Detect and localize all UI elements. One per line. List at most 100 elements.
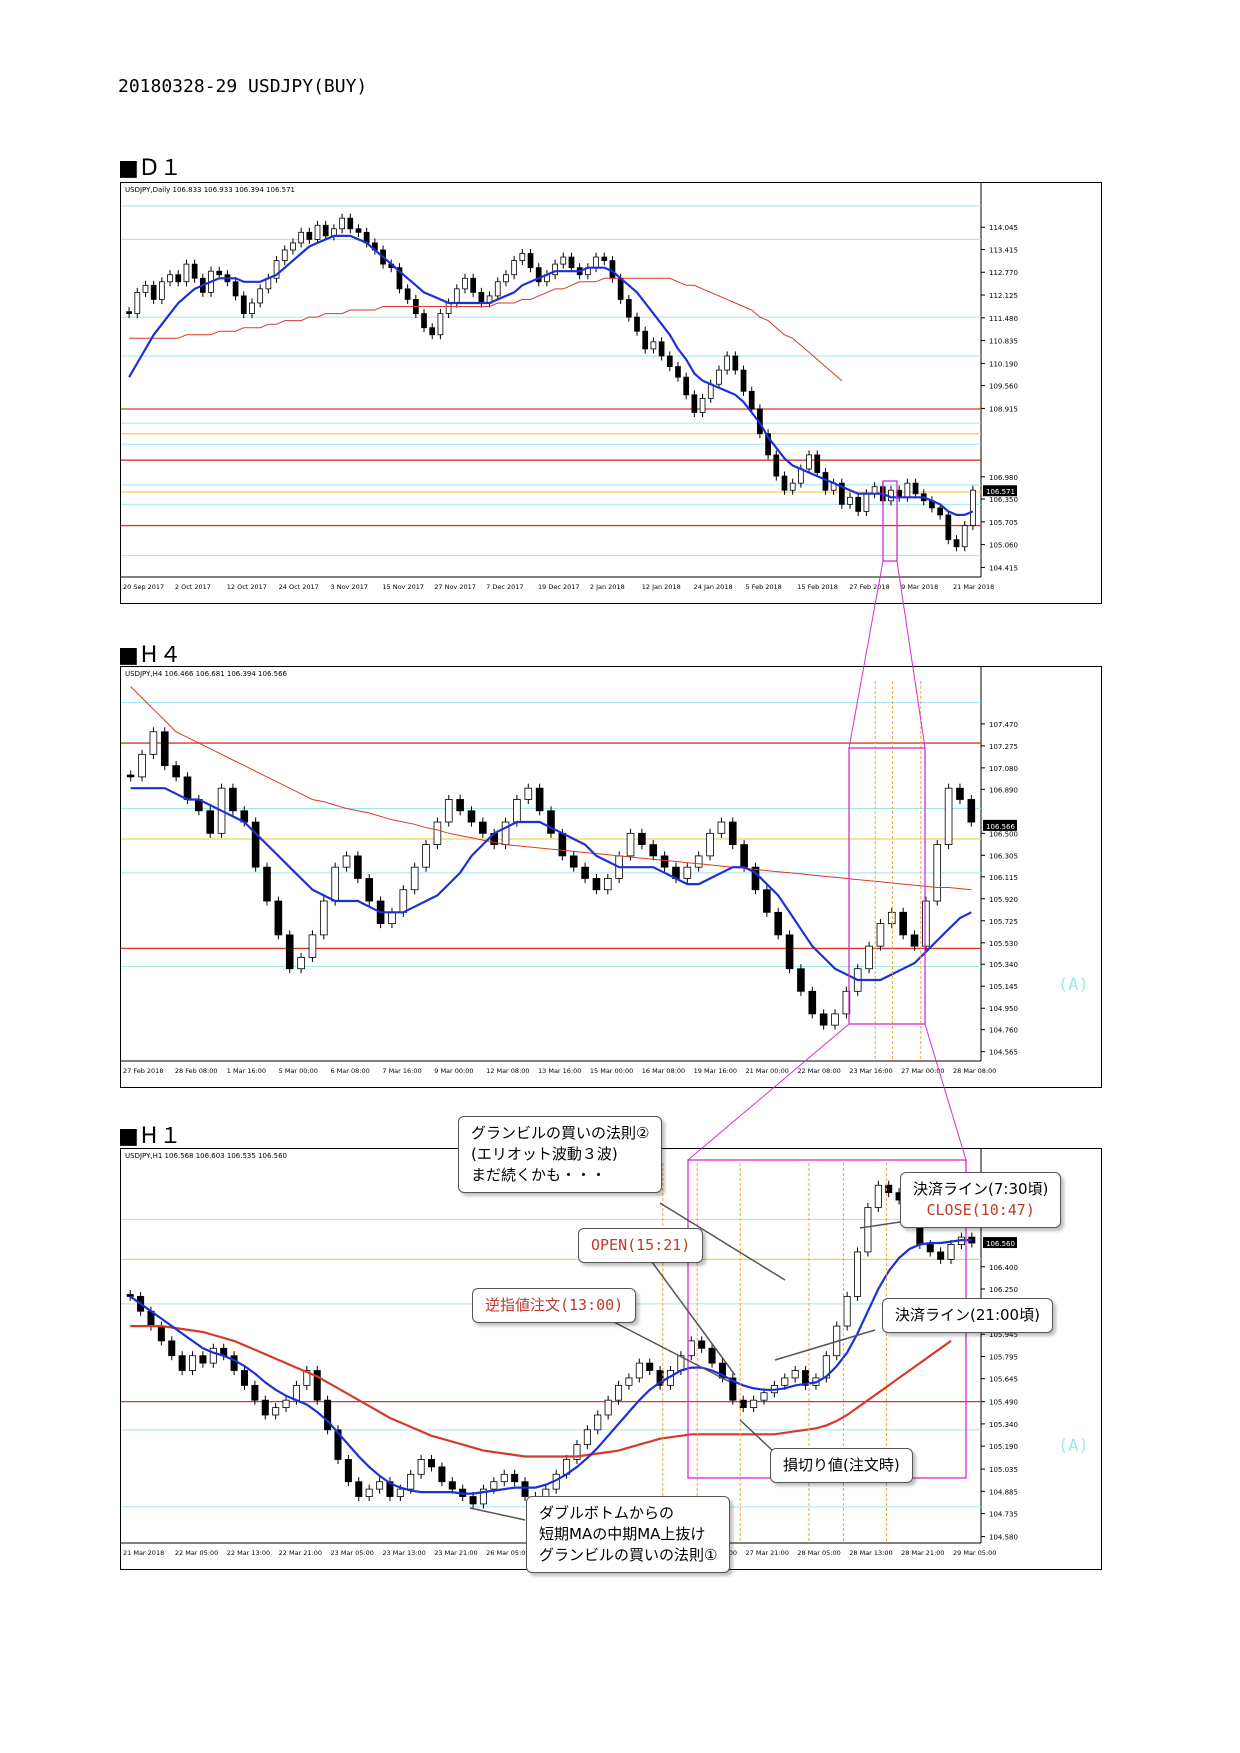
y-tick-label: 111.480 — [989, 315, 1018, 323]
x-tick-label: 1 Mar 16:00 — [227, 1067, 266, 1075]
x-tick-label: 27 Feb 2018 — [849, 583, 889, 591]
candle-body — [478, 291, 485, 304]
candle-body — [763, 889, 771, 913]
x-tick-label: 28 Mar 13:00 — [849, 1549, 892, 1557]
candle-body — [183, 263, 190, 283]
candle-body — [874, 1184, 882, 1208]
candle-body — [263, 866, 271, 902]
y-tick-label: 105.490 — [989, 1399, 1018, 1407]
candle-body — [216, 270, 223, 276]
candle-body — [698, 1340, 706, 1349]
candle-body — [396, 267, 403, 290]
y-tick-label: 104.580 — [989, 1534, 1018, 1542]
y-tick-label: 106.305 — [989, 852, 1018, 860]
candle-body — [240, 1370, 249, 1386]
candle-body — [249, 302, 255, 314]
y-tick-label: 104.885 — [989, 1488, 1018, 1496]
candle-body — [604, 1399, 612, 1416]
candle-body — [334, 1429, 342, 1460]
candle-body — [365, 878, 374, 902]
candle-body — [683, 376, 690, 396]
y-tick-label: 105.530 — [989, 940, 1018, 948]
candle-body — [167, 274, 173, 283]
candle-body — [407, 1473, 415, 1490]
candle-body — [603, 878, 612, 891]
candle-body — [760, 1392, 768, 1401]
candle-body — [687, 1340, 695, 1357]
candle-body — [791, 1370, 799, 1379]
candle-body — [910, 934, 919, 947]
candle-body — [650, 341, 657, 350]
candle-body — [970, 489, 976, 526]
last-price-label: 106.571 — [986, 488, 1015, 496]
candle-body — [437, 313, 444, 336]
y-tick-label: 105.190 — [989, 1443, 1018, 1451]
candle-body — [272, 1407, 280, 1416]
x-tick-label: 28 Mar 05:00 — [797, 1549, 840, 1557]
candle-body — [751, 866, 760, 891]
candle-body — [904, 482, 911, 498]
candle-body — [175, 274, 182, 283]
candle-body — [956, 787, 964, 800]
candle-body — [634, 316, 640, 332]
candle-body — [308, 934, 317, 958]
candle-body — [438, 1466, 446, 1483]
x-tick-label: 23 Mar 13:00 — [382, 1549, 425, 1557]
candle-body — [298, 231, 304, 244]
y-tick-label: 106.350 — [989, 496, 1018, 504]
candle-body — [922, 900, 930, 947]
chart-h1-header: USDJPY,H1 106.568 106.603 106.535 106.56… — [125, 1152, 287, 1160]
x-tick-label: 21 Mar 2018 — [953, 583, 994, 591]
candle-body — [847, 496, 853, 505]
candle-body — [706, 832, 714, 857]
candle-body — [386, 1481, 394, 1497]
candle-body — [781, 1377, 789, 1386]
candle-body — [558, 832, 567, 857]
candle-body — [453, 288, 460, 304]
document-title: 20180328-29 USDJPY(BUY) — [118, 76, 368, 97]
candle-body — [635, 1362, 643, 1379]
candle-body — [732, 355, 739, 371]
moving-average-short — [128, 234, 974, 516]
callout-exit2: 決済ライン(21:00頃) — [882, 1298, 1053, 1333]
chart-d1-canvas: 114.045 113.415 112.770 112.125 111.480 110.8… — [121, 183, 1018, 591]
x-tick-label: 22 Mar 05:00 — [175, 1549, 218, 1557]
candle-body — [399, 889, 408, 913]
candle-body — [479, 1488, 487, 1505]
candle-body — [388, 911, 396, 924]
candle-body — [303, 1370, 311, 1386]
candle-body — [581, 866, 589, 879]
candle-body — [354, 855, 362, 879]
x-tick-label: 28 Mar 08:00 — [953, 1067, 996, 1075]
candle-body — [134, 291, 141, 314]
candle-body — [694, 855, 703, 868]
y-tick-label: 105.645 — [989, 1376, 1018, 1384]
y-tick-label: 109.560 — [989, 383, 1018, 391]
candle-body — [592, 878, 601, 891]
candle-body — [273, 260, 280, 279]
x-tick-label: 22 Mar 13:00 — [227, 1549, 270, 1557]
candle-body — [967, 799, 976, 823]
x-tick-label: 28 Feb 08:00 — [175, 1067, 218, 1075]
candle-body — [774, 911, 783, 936]
candle-body — [691, 394, 698, 413]
candle-body — [149, 731, 158, 755]
candle-body — [912, 482, 919, 495]
candle-body — [513, 799, 521, 823]
candle-body — [750, 1399, 758, 1408]
x-tick-label: 22 Mar 08:00 — [797, 1067, 840, 1075]
candle-body — [953, 539, 960, 548]
candle-body — [433, 821, 442, 846]
candle-body — [282, 1399, 290, 1408]
chart-h4-header: USDJPY,H4 106.466 106.681 106.394 106.56… — [125, 670, 287, 678]
candle-body — [314, 224, 321, 240]
candle-body — [342, 855, 351, 868]
y-tick-label: 110.835 — [989, 338, 1018, 346]
candle-body — [281, 249, 288, 261]
candle-body — [209, 1347, 217, 1364]
y-tick-label: 105.945 — [989, 1331, 1018, 1339]
candle-body — [535, 267, 542, 283]
candle-body — [699, 397, 706, 413]
candle-body — [257, 288, 264, 304]
candle-body — [728, 821, 737, 846]
